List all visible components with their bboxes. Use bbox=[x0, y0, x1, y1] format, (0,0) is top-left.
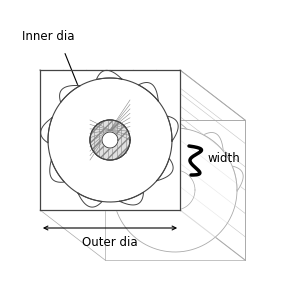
Text: Outer dia: Outer dia bbox=[82, 236, 138, 249]
Text: width: width bbox=[208, 151, 241, 164]
Text: Inner dia: Inner dia bbox=[22, 30, 75, 43]
Polygon shape bbox=[125, 135, 145, 152]
Polygon shape bbox=[203, 132, 223, 151]
Polygon shape bbox=[60, 86, 80, 103]
Polygon shape bbox=[120, 192, 143, 205]
Polygon shape bbox=[161, 120, 187, 130]
Polygon shape bbox=[167, 116, 178, 141]
Polygon shape bbox=[113, 128, 237, 252]
Polygon shape bbox=[157, 158, 173, 181]
Polygon shape bbox=[78, 193, 102, 207]
Polygon shape bbox=[96, 70, 122, 79]
Polygon shape bbox=[50, 160, 65, 182]
Polygon shape bbox=[232, 166, 243, 191]
Polygon shape bbox=[139, 82, 158, 101]
Circle shape bbox=[90, 120, 130, 160]
Polygon shape bbox=[48, 78, 172, 202]
Polygon shape bbox=[41, 118, 52, 143]
Polygon shape bbox=[90, 120, 130, 160]
Polygon shape bbox=[40, 70, 180, 210]
Polygon shape bbox=[102, 132, 118, 148]
